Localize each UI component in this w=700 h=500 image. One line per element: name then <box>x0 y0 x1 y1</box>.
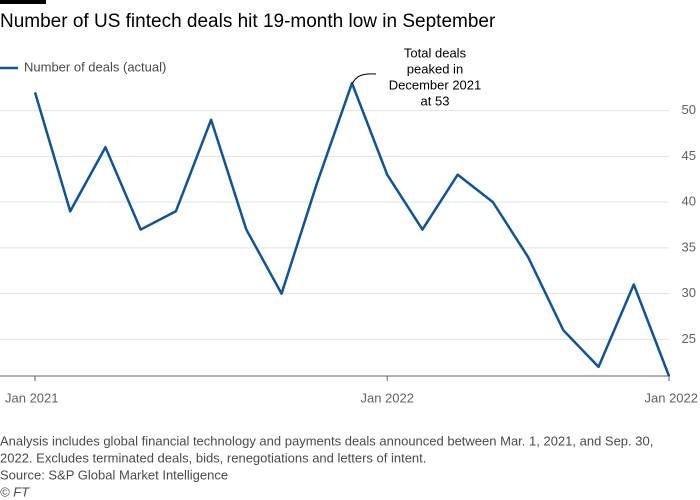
y-tick-label: 45 <box>682 148 696 163</box>
annotation: Total deals <box>404 45 467 60</box>
chart-title: Number of US fintech deals hit 19-month … <box>0 11 496 32</box>
copyright: © FT <box>0 484 30 499</box>
y-tick-label: 30 <box>682 285 696 300</box>
x-tick-label: Jan 2022 <box>645 390 699 405</box>
brand-bar <box>0 0 46 4</box>
y-tick-label: 35 <box>682 239 696 254</box>
data-line <box>33 81 671 377</box>
x-tick-label: Jan 2021 <box>5 390 59 405</box>
annotation: at 53 <box>421 93 450 108</box>
y-tick-label: 40 <box>682 194 696 209</box>
annotation-connector <box>351 73 377 85</box>
note-line: 2022. Excludes terminated deals, bids, r… <box>0 450 426 465</box>
annotation: peaked in <box>407 61 463 76</box>
x-tick-label: Jan 2022 <box>360 390 414 405</box>
y-tick-label: 25 <box>682 331 696 346</box>
note-line: Analysis includes global financial techn… <box>0 433 653 448</box>
source: Source: S&P Global Market Intelligence <box>0 467 228 482</box>
legend-label: Number of deals (actual) <box>24 59 166 74</box>
y-tick-label: 50 <box>682 102 696 117</box>
annotation: December 2021 <box>389 77 482 92</box>
